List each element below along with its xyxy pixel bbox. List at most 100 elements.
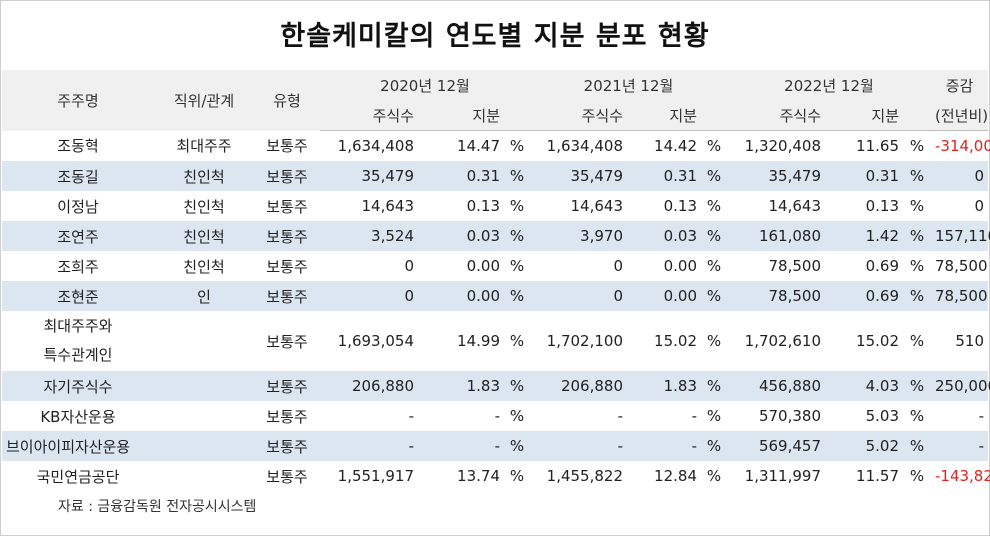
holder-relation: [154, 311, 254, 371]
stake-2022: 1.42: [825, 221, 903, 251]
stake-unit-2020: %: [509, 137, 525, 155]
table-row: 조현준 인 보통주 0 0.00% 0 0.00% 78,500 0.69% 78,500: [2, 281, 988, 311]
header-stake-2021: 지분: [627, 100, 701, 131]
stake-unit-2020: %: [509, 467, 525, 485]
holder-name: 조동길: [2, 161, 154, 191]
shares-2021: 1,634,408: [546, 137, 623, 155]
table-row: 조동혁 최대주주 보통주 1,634,408 14.47% 1,634,408 14.42%…: [2, 131, 990, 162]
stake-unit-2020: %: [504, 161, 530, 191]
shares-2021: 35,479: [530, 161, 627, 191]
holder-name: 조희주: [57, 257, 99, 276]
shares-2021: 0: [530, 281, 627, 311]
stake-2021: 12.84: [654, 467, 697, 485]
stake-2021: 15.02: [654, 332, 697, 350]
table-row: 국민연금공단 보통주 1,551,917 13.74% 1,455,822 12.84% 1…: [2, 461, 990, 491]
stake-unit-2020: %: [504, 371, 530, 401]
stake-2022: 5.02: [825, 431, 903, 461]
stake-2021: 1.83: [627, 371, 701, 401]
stake-2022: 11.57: [856, 467, 899, 485]
shares-2020: 206,880: [320, 371, 418, 401]
stake-unit-2020: %: [504, 281, 530, 311]
holder-name: 브이아이피자산운용: [2, 431, 154, 461]
stake-unit-2022: %: [903, 371, 931, 401]
shares-2020: -: [408, 407, 414, 425]
stake-2020: 14.99: [457, 332, 500, 350]
header-year-2022: 2022년 12월: [727, 70, 931, 100]
share-type: 보통주: [254, 221, 320, 251]
shareholding-table: 주주명 직위/관계 유형 2020년 12월 2021년 12월 2022년 1…: [2, 70, 990, 491]
shares-2021: 3,970: [530, 221, 627, 251]
stake-unit-2022: %: [909, 407, 925, 425]
change-value: 157,110: [931, 221, 990, 251]
page-title: 한솔케미칼의 연도별 지분 분포 현황: [280, 21, 710, 52]
shares-2022: 161,080: [727, 221, 825, 251]
shares-2021: -: [617, 407, 623, 425]
stake-2021: 0.00: [627, 281, 701, 311]
shares-2020: 0: [320, 281, 418, 311]
share-type: 보통주: [266, 197, 308, 216]
header-type: 유형: [254, 70, 320, 131]
holder-relation: 최대주주: [176, 137, 232, 156]
change-value: 510: [955, 332, 984, 350]
stake-2020: 0.03: [418, 221, 504, 251]
stake-unit-2020: %: [509, 332, 525, 350]
table-row: 조동길 친인척 보통주 35,479 0.31% 35,479 0.31% 35,479 0.3…: [2, 161, 988, 191]
shares-2022: 1,320,408: [744, 137, 821, 155]
change-value: -314,000: [935, 137, 990, 155]
stake-2021: -: [627, 431, 701, 461]
stake-unit-2022: %: [909, 137, 925, 155]
stake-2022: 0.13: [865, 197, 899, 215]
holder-relation: [154, 431, 254, 461]
stake-unit-2021: %: [706, 332, 722, 350]
stake-unit-2021: %: [706, 407, 722, 425]
holder-relation: 친인척: [183, 197, 225, 216]
header-year-2021: 2021년 12월: [530, 70, 727, 100]
stake-2022: 0.69: [865, 257, 899, 275]
stake-unit-2022: %: [909, 332, 925, 350]
change-value: 78,500: [935, 257, 988, 275]
stake-2022: 5.03: [865, 407, 899, 425]
shares-2020: 3,524: [320, 221, 418, 251]
shares-2022: 1,702,610: [744, 332, 821, 350]
shares-2021: 206,880: [530, 371, 627, 401]
stake-2020: 0.00: [466, 257, 500, 275]
shares-2020: 1,551,917: [337, 467, 414, 485]
stake-2022: 0.69: [825, 281, 903, 311]
stake-unit-2021: %: [706, 197, 722, 215]
shares-2022: 78,500: [727, 281, 825, 311]
shares-2022: 35,479: [727, 161, 825, 191]
stake-unit-2021: %: [706, 137, 722, 155]
stake-2020: 14.47: [457, 137, 500, 155]
holder-name-line2: 특수관계인: [43, 346, 113, 364]
stake-2020: 0.31: [418, 161, 504, 191]
stake-2020: -: [418, 431, 504, 461]
header-shares-2020: 주식수: [320, 100, 418, 131]
holder-relation: 친인척: [183, 257, 225, 276]
change-value: -143,825: [935, 467, 990, 485]
shares-2020: 1,693,054: [337, 332, 414, 350]
header-change-sub: (전년비): [931, 100, 988, 131]
stake-2021: 14.42: [654, 137, 697, 155]
holder-name-line1: 최대주주와: [43, 317, 113, 335]
share-type: 보통주: [266, 407, 308, 426]
stake-2022: 4.03: [825, 371, 903, 401]
stake-unit-2022: %: [909, 467, 925, 485]
stake-unit-2020: %: [509, 407, 525, 425]
shares-2022: 14,643: [768, 197, 822, 215]
shares-2021: -: [530, 431, 627, 461]
header-year-2020: 2020년 12월: [320, 70, 530, 100]
stake-unit-2021: %: [701, 371, 727, 401]
stake-2020: 13.74: [457, 467, 500, 485]
stake-2021: 0.13: [663, 197, 697, 215]
stake-unit-2021: %: [706, 467, 722, 485]
holder-name: KB자산운용: [40, 407, 116, 426]
shares-2020: -: [320, 431, 418, 461]
table-row: 브이아이피자산운용 보통주 - -% - -% 569,457 5.02% -: [2, 431, 988, 461]
stake-unit-2022: %: [903, 431, 931, 461]
shares-2022: 78,500: [768, 257, 822, 275]
share-type: 보통주: [254, 431, 320, 461]
stake-unit-2020: %: [509, 197, 525, 215]
stake-unit-2022: %: [909, 257, 925, 275]
change-value: 0: [931, 161, 988, 191]
change-value: 78,500: [931, 281, 988, 311]
